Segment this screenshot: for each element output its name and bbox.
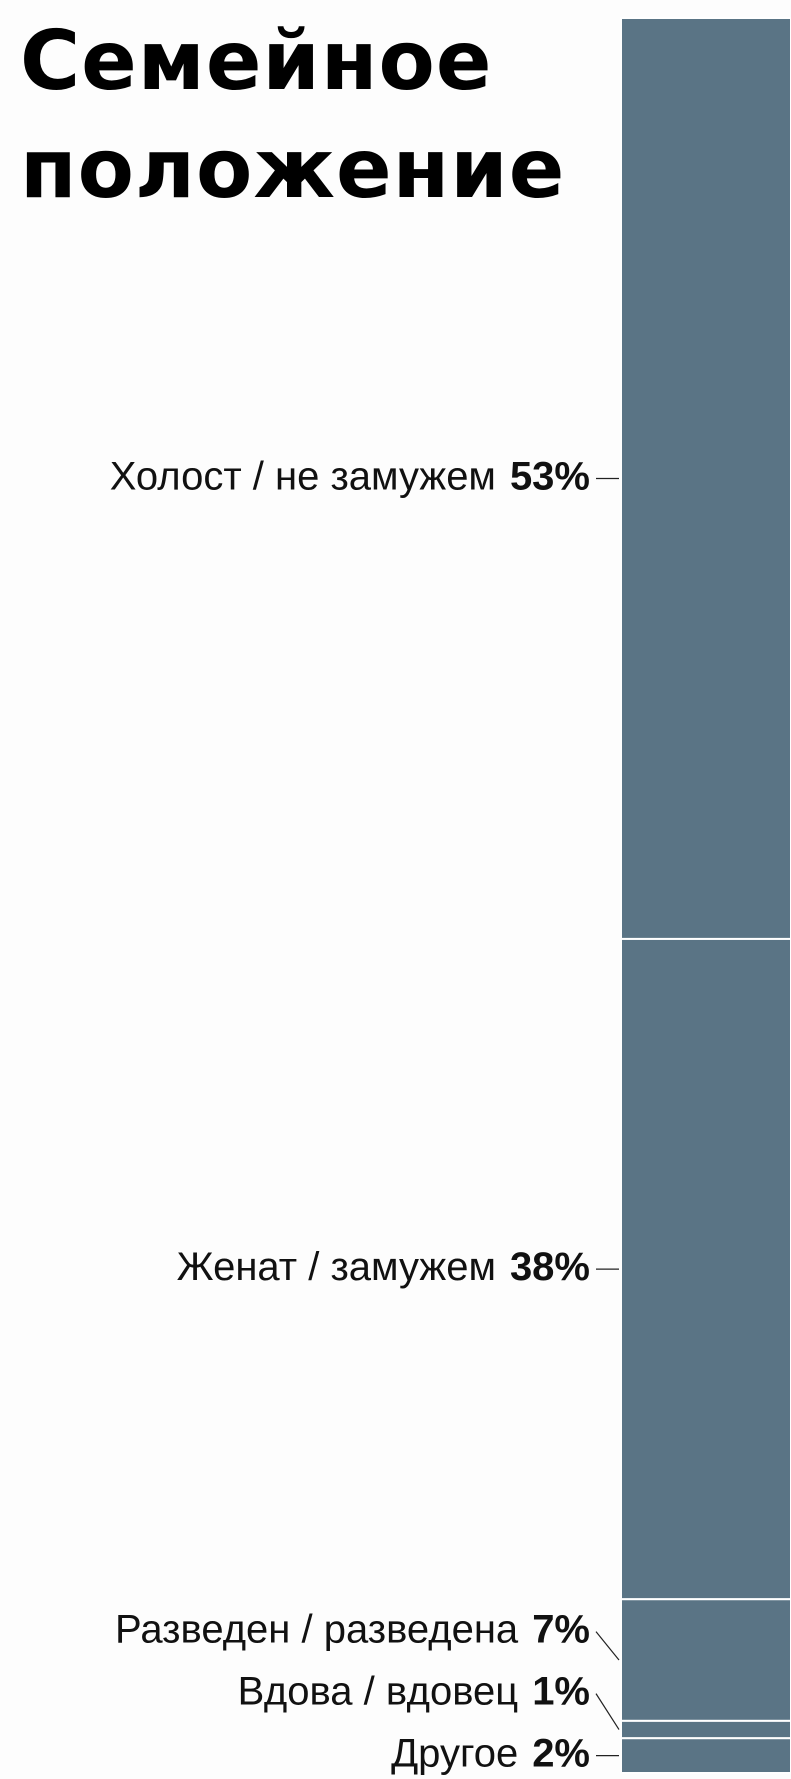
category-label: Другое (391, 1731, 518, 1775)
value-label: 7% (532, 1607, 590, 1651)
category-label: Разведен / разведена (115, 1607, 519, 1651)
value-label: 1% (532, 1669, 590, 1713)
value-label: 2% (532, 1731, 590, 1775)
value-label: 38% (510, 1245, 590, 1289)
leader-line (595, 1693, 620, 1730)
value-label: 53% (510, 454, 590, 498)
bar-segment (620, 937, 791, 1601)
segment-label: Вдова / вдовец 1% (238, 1669, 590, 1713)
segment-label: Женат / замужем 38% (177, 1245, 590, 1289)
bar-segment (620, 1737, 791, 1775)
category-label: Женат / замужем (177, 1245, 496, 1289)
segment-label: Другое 2% (391, 1731, 590, 1775)
chart-title: Семейное положение (20, 14, 566, 217)
segment-label: Разведен / разведена 7% (115, 1607, 590, 1651)
bar-segment (620, 1598, 791, 1722)
bar-segment (620, 1719, 791, 1740)
segment-label: Холост / не замужем 53% (110, 454, 590, 498)
bar-segment (620, 17, 791, 940)
leader-line (595, 1631, 620, 1661)
category-label: Холост / не замужем (110, 454, 496, 498)
category-label: Вдова / вдовец (238, 1669, 519, 1713)
